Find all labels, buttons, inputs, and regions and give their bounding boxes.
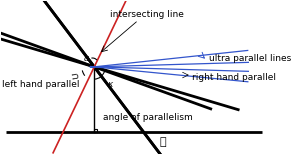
Text: ℓ: ℓ <box>159 137 166 147</box>
Text: a: a <box>84 55 89 64</box>
Text: ultra parallel lines: ultra parallel lines <box>209 54 292 63</box>
Text: left hand parallel: left hand parallel <box>2 80 80 89</box>
Text: intersecting line: intersecting line <box>110 10 184 19</box>
Text: angle of parallelism: angle of parallelism <box>103 113 193 122</box>
Text: $\kappa$: $\kappa$ <box>106 80 114 89</box>
Text: $\supset$: $\supset$ <box>68 70 81 82</box>
Text: right hand parallel: right hand parallel <box>192 73 276 82</box>
